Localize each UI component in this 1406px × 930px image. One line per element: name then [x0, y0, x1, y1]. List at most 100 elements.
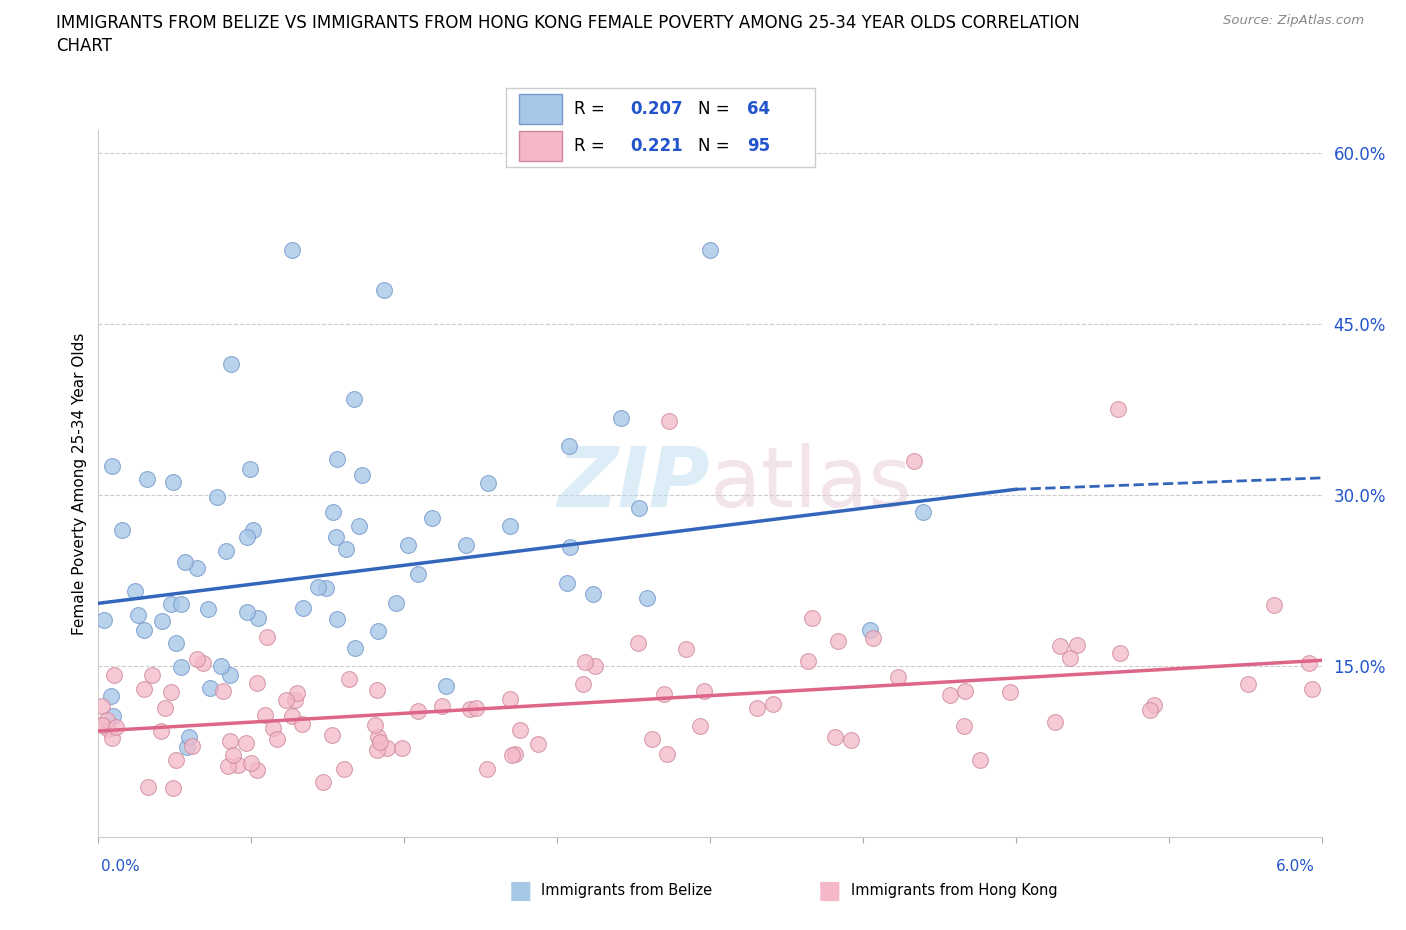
- Point: [583, 658, 606, 673]
- Point: [246, 762, 269, 777]
- Point: [347, 518, 370, 533]
- Point: [291, 717, 314, 732]
- Point: [141, 668, 163, 683]
- Point: [215, 544, 238, 559]
- Point: [859, 622, 882, 637]
- Point: [609, 410, 631, 425]
- Text: ■: ■: [509, 879, 531, 903]
- Point: [1143, 698, 1166, 713]
- Point: [101, 731, 124, 746]
- Point: [406, 567, 429, 582]
- Point: [226, 758, 249, 773]
- Point: [149, 724, 172, 738]
- Text: Source: ZipAtlas.com: Source: ZipAtlas.com: [1223, 14, 1364, 27]
- Point: [124, 584, 146, 599]
- Bar: [519, 131, 562, 161]
- Point: [367, 729, 389, 744]
- Point: [839, 733, 862, 748]
- Point: [326, 611, 349, 626]
- Point: [253, 708, 276, 723]
- Point: [162, 780, 184, 795]
- Point: [266, 731, 288, 746]
- Point: [627, 635, 650, 650]
- Point: [326, 452, 349, 467]
- Point: [281, 243, 304, 258]
- Point: [212, 684, 235, 698]
- Point: [1139, 703, 1161, 718]
- Text: 0.0%: 0.0%: [101, 859, 141, 874]
- Point: [555, 575, 578, 590]
- Text: Immigrants from Belize: Immigrants from Belize: [541, 884, 713, 898]
- Point: [284, 692, 307, 707]
- Point: [432, 698, 454, 713]
- FancyBboxPatch shape: [506, 88, 815, 167]
- Text: 0.207: 0.207: [630, 100, 682, 118]
- Point: [503, 746, 526, 761]
- Point: [953, 684, 976, 699]
- Point: [274, 693, 297, 708]
- Point: [100, 689, 122, 704]
- Point: [627, 500, 650, 515]
- Point: [636, 591, 658, 605]
- Point: [138, 779, 160, 794]
- Bar: [519, 94, 562, 124]
- Y-axis label: Female Poverty Among 25-34 Year Olds: Female Poverty Among 25-34 Year Olds: [72, 332, 87, 635]
- Point: [217, 759, 239, 774]
- Point: [322, 505, 344, 520]
- Point: [375, 740, 398, 755]
- Point: [509, 722, 531, 737]
- Text: R =: R =: [574, 100, 610, 118]
- Point: [939, 687, 962, 702]
- Point: [111, 523, 134, 538]
- Point: [96, 712, 118, 727]
- Point: [998, 684, 1021, 699]
- Point: [391, 740, 413, 755]
- Point: [127, 607, 149, 622]
- Point: [1263, 598, 1285, 613]
- Text: ZIP: ZIP: [557, 443, 710, 525]
- Point: [1107, 402, 1129, 417]
- Point: [262, 720, 284, 735]
- Point: [246, 610, 269, 625]
- Point: [101, 709, 124, 724]
- Point: [281, 709, 304, 724]
- Point: [1298, 656, 1320, 671]
- Point: [170, 659, 193, 674]
- Point: [93, 612, 115, 627]
- Point: [800, 610, 823, 625]
- Text: CHART: CHART: [56, 37, 112, 55]
- Point: [96, 721, 118, 736]
- Point: [325, 530, 347, 545]
- Point: [333, 762, 356, 777]
- Point: [135, 472, 157, 486]
- Point: [689, 718, 711, 733]
- Point: [162, 474, 184, 489]
- Point: [150, 614, 173, 629]
- Point: [153, 700, 176, 715]
- Point: [132, 622, 155, 637]
- Point: [582, 586, 605, 601]
- Point: [307, 580, 329, 595]
- Point: [745, 700, 768, 715]
- Point: [91, 698, 114, 713]
- Point: [285, 685, 308, 700]
- Text: 95: 95: [748, 137, 770, 155]
- Point: [396, 538, 419, 552]
- Point: [321, 727, 343, 742]
- Point: [953, 719, 976, 734]
- Point: [181, 738, 204, 753]
- Point: [824, 730, 846, 745]
- Point: [693, 684, 716, 698]
- Point: [256, 630, 278, 644]
- Point: [384, 595, 406, 610]
- Point: [477, 475, 499, 490]
- Point: [186, 652, 208, 667]
- Point: [675, 642, 697, 657]
- Point: [903, 453, 925, 468]
- Point: [159, 685, 181, 700]
- Point: [235, 736, 257, 751]
- Point: [558, 539, 581, 554]
- Point: [420, 511, 443, 525]
- Point: [366, 743, 388, 758]
- Point: [762, 697, 785, 711]
